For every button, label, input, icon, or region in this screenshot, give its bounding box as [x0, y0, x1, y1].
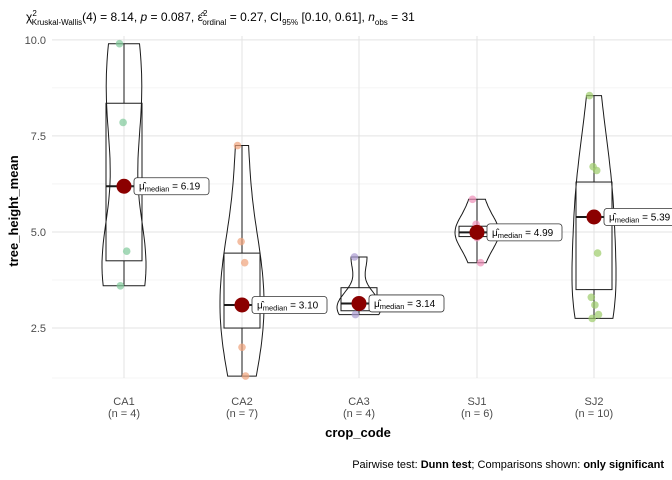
data-point-SJ2 — [594, 310, 603, 319]
data-point-SJ1 — [468, 195, 477, 204]
median-label-text: μ̂median = 4.99 — [492, 227, 554, 240]
median-label-text: μ̂median = 5.39 — [609, 211, 671, 224]
data-point-CA3 — [351, 310, 360, 319]
x-tick-n-label: (n = 6) — [461, 408, 493, 420]
median-marker-SJ1 — [469, 224, 485, 240]
y-tick-label: 10.0 — [25, 35, 46, 47]
x-tick-n-label: (n = 4) — [343, 408, 375, 420]
x-tick-n-label: (n = 4) — [108, 408, 140, 420]
x-tick-n-label: (n = 10) — [575, 408, 613, 420]
data-point-CA2 — [237, 237, 245, 246]
median-label-text: μ̂median = 6.19 — [139, 181, 201, 194]
data-point-CA2 — [241, 372, 250, 380]
median-marker-CA1 — [116, 178, 132, 194]
data-point-CA1 — [119, 118, 127, 127]
stats-title: χ2 Kruskal-Wallis(4) = 8.14, p = 0.087, ε… — [26, 9, 415, 27]
median-marker-CA2 — [234, 297, 250, 313]
footer-caption: Pairwise test: Dunn test; Comparisons sh… — [352, 459, 664, 471]
y-ticks: 2.5 5.0 7.5 10.0 — [25, 35, 46, 335]
data-point-SJ2 — [587, 293, 596, 302]
x-tick-label: SJ1 — [468, 396, 487, 408]
data-point-CA1 — [122, 247, 131, 255]
y-tick-label: 5.0 — [31, 227, 46, 239]
x-tick-label: CA2 — [231, 396, 252, 408]
median-label-box — [486, 223, 563, 242]
x-tick-n-label: (n = 7) — [226, 408, 258, 420]
data-point-CA2 — [233, 141, 242, 150]
data-point-SJ2 — [593, 249, 602, 257]
median-marker-CA3 — [351, 295, 367, 311]
plot-grid — [52, 36, 672, 379]
data-point-SJ1 — [476, 258, 485, 267]
data-point-CA1 — [116, 281, 125, 290]
box-CA2 — [223, 252, 261, 329]
median-label-box — [603, 208, 672, 226]
y-axis-title: tree_height_mean — [6, 155, 21, 266]
data-point-SJ2 — [591, 301, 599, 309]
data-point-CA2 — [238, 343, 246, 352]
data-point-CA2 — [240, 258, 249, 267]
y-tick-label: 2.5 — [31, 323, 46, 335]
median-label-box — [251, 296, 328, 314]
x-axis-title: crop_code — [325, 425, 391, 440]
data-point-SJ2 — [592, 166, 601, 175]
box-SJ2 — [575, 181, 613, 291]
median-label-text: μ̂median = 3.14 — [374, 298, 436, 311]
median-label-box — [133, 177, 210, 196]
violin-CA1 — [101, 43, 147, 287]
data-point-SJ2 — [585, 91, 594, 100]
y-tick-label: 7.5 — [31, 131, 46, 143]
x-tick-label: CA3 — [348, 396, 369, 408]
x-tick-label: SJ2 — [585, 396, 604, 408]
median-marker-SJ2 — [586, 209, 602, 225]
x-ticks: CA1(n = 4)CA2(n = 7)CA3(n = 4)SJ1(n = 6)… — [108, 396, 613, 420]
x-tick-label: CA1 — [113, 396, 134, 408]
median-label-text: μ̂median = 3.10 — [257, 299, 319, 312]
data-point-CA1 — [115, 39, 124, 48]
data-point-CA3 — [350, 253, 359, 261]
data-point-SJ2 — [588, 314, 596, 323]
median-label-box — [368, 294, 445, 313]
medians: μ̂median = 6.19 μ̂median = 3.10 μ̂median =… — [116, 177, 672, 314]
